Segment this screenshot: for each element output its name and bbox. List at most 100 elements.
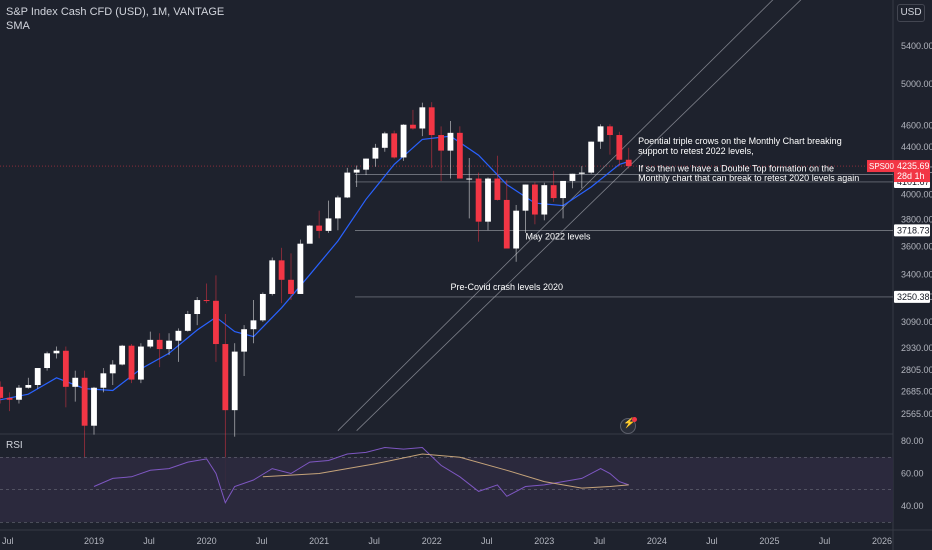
price-tick-label: 4600.00: [901, 120, 932, 130]
price-tick-label: 2565.00: [901, 409, 932, 419]
candle-2022-09: [503, 179, 510, 249]
candle-body: [147, 339, 154, 347]
candle-body: [494, 178, 501, 200]
rsi-tick-label: 80.00: [901, 436, 924, 446]
annotation-text-3: Monthly chart that can break to retest 2…: [638, 173, 859, 183]
price-tick-label: 2930.00: [901, 343, 932, 353]
candle-2021-01: [316, 210, 323, 239]
candle-body: [541, 185, 548, 215]
candle-2022-03: [447, 120, 454, 179]
candle-body: [334, 197, 341, 219]
candle-2023-08: [607, 124, 613, 155]
candle-body: [372, 147, 379, 159]
candle-body: [259, 293, 266, 321]
time-tick-label: Jul: [2, 536, 14, 546]
candle-2022-02: [438, 126, 445, 181]
price-tick-label: 3600.00: [901, 241, 932, 251]
candle-body: [560, 180, 566, 199]
candle-2023-03: [560, 180, 566, 219]
candle-body: [588, 141, 595, 173]
candle-body: [44, 353, 51, 369]
candle-2022-05: [466, 158, 473, 219]
candle-2022-04: [456, 126, 463, 179]
candle-body: [6, 397, 13, 400]
candle-body: [34, 368, 41, 385]
candle-2023-07: [597, 124, 604, 149]
candle-2021-03: [334, 195, 341, 231]
trendlines[interactable]: [337, 0, 807, 431]
price-tick-label: 2805.00: [901, 365, 932, 375]
currency-button[interactable]: USD: [897, 4, 925, 22]
candle-body: [156, 339, 163, 350]
candle-body: [381, 133, 388, 148]
candle-body: [100, 373, 107, 388]
price-tick-label: 4400.00: [901, 142, 932, 152]
sma-line: [0, 135, 629, 401]
candle-body: [616, 135, 623, 160]
time-tick-label: Jul: [594, 536, 606, 546]
candle-2018-08: [44, 351, 51, 371]
time-axis[interactable]: Jul 2019 Jul 2020 Jul 2021 Jul 2022 Jul 2023 Jul 20…: [2, 536, 892, 546]
candle-2020-09: [278, 247, 285, 304]
candle-body: [419, 107, 426, 129]
candle-2022-01: [428, 102, 435, 168]
candle-body: [241, 329, 248, 352]
candle-body: [166, 340, 172, 350]
time-tick-label: 2021: [309, 536, 329, 546]
candle-body: [81, 377, 88, 426]
level-badge-text: 3250.38: [897, 292, 930, 302]
candle-body: [16, 387, 22, 400]
price-axis[interactable]: 5400.005000.004600.004400.004200.004000.…: [867, 41, 932, 511]
candle-2018-09: [53, 346, 60, 359]
candle-body: [325, 218, 332, 231]
candle-body: [231, 351, 238, 411]
notification-dot-icon: [632, 417, 637, 422]
price-tick-label: 3400.00: [901, 270, 932, 280]
rsi-line: [93, 446, 629, 505]
candle-body: [297, 243, 304, 294]
time-tick-label: Jul: [368, 536, 380, 546]
time-tick-label: 2020: [197, 536, 217, 546]
candle-2023-10: [625, 147, 632, 169]
candle-body: [53, 350, 60, 354]
alert-icon[interactable]: [620, 417, 637, 434]
candle-body: [316, 225, 323, 231]
horizontal-levels[interactable]: [0, 165, 893, 298]
level-badge-text: 3718.73: [897, 225, 930, 235]
candle-body: [250, 320, 257, 330]
candle-2018-05: [16, 384, 22, 404]
candle-body: [391, 133, 398, 158]
candle-body: [513, 210, 520, 249]
time-tick-label: Jul: [143, 536, 155, 546]
candle-body: [438, 135, 445, 151]
candle-2021-12: [419, 102, 426, 137]
trendline-1: [356, 0, 802, 431]
time-tick-label: Jul: [706, 536, 718, 546]
time-tick-label: Jul: [481, 536, 493, 546]
candle-2020-07: [259, 292, 266, 322]
candle-2018-03: [0, 381, 4, 404]
candle-2019-04: [119, 344, 126, 366]
symbol-badge-text: SPS00: [869, 162, 894, 171]
candle-2019-01: [91, 386, 97, 435]
candle-2021-09: [391, 130, 398, 159]
rsi-tick-label: 40.00: [901, 501, 924, 511]
time-tick-label: 2019: [84, 536, 104, 546]
annotations[interactable]: Poential triple crows on the Monthly Cha…: [450, 136, 859, 292]
annotation-text-1: support to retest 2022 levels,: [638, 146, 754, 156]
candle-body: [569, 173, 576, 181]
candle-2020-04: [231, 343, 238, 437]
symbol-badge-bg: [867, 160, 895, 173]
candle-body: [578, 172, 585, 174]
candle-body: [269, 260, 276, 294]
candle-body: [128, 345, 135, 380]
candle-body: [288, 279, 294, 294]
candle-body: [466, 178, 473, 180]
candle-body: [410, 124, 416, 129]
candle-body: [531, 184, 538, 215]
candle-2018-07: [34, 368, 41, 389]
candle-2023-05: [578, 166, 585, 189]
indicator-label[interactable]: SMA: [6, 20, 30, 32]
